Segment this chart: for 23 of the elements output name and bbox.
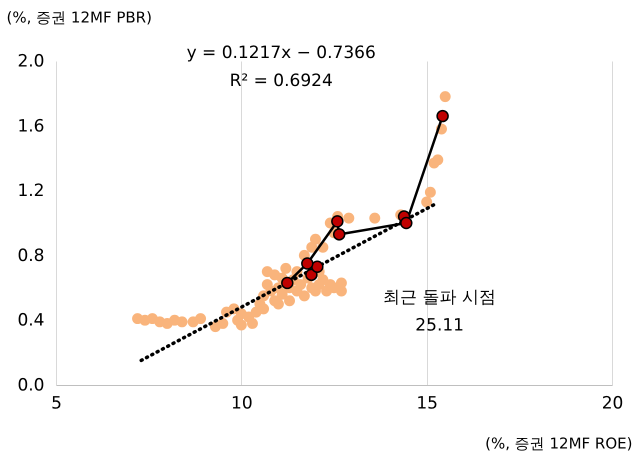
point [400, 216, 413, 230]
y-tick-label: 0.8 [17, 246, 44, 266]
y-tick-label: 0.4 [17, 310, 44, 331]
x-tick-label: 15 [416, 394, 438, 414]
x-tick-label: 10 [231, 394, 253, 414]
y-tick-label: 2.0 [17, 52, 44, 72]
x-axis-title: (%, 증권 12MF ROE) [485, 434, 632, 452]
x-tick-label: 20 [602, 394, 624, 414]
point [281, 276, 294, 290]
annotation: y = 0.1217x − 0.7366 [186, 43, 376, 63]
point [331, 215, 344, 228]
point [436, 110, 449, 122]
point [311, 260, 324, 273]
annotation: 최근 돌파 시점 25.11 [383, 288, 496, 336]
point [332, 228, 346, 241]
point [301, 257, 314, 270]
y-axis-title: (%, 증권 12MF PBR) [6, 8, 152, 26]
x-tick-label: 5 [51, 394, 62, 414]
y-tick-label: 0.0 [17, 376, 44, 396]
point [305, 268, 318, 282]
y-tick-label: 1.6 [17, 116, 44, 136]
y-tick-label: 1.2 [17, 181, 44, 202]
annotation: R² = 0.6924 [230, 71, 333, 91]
